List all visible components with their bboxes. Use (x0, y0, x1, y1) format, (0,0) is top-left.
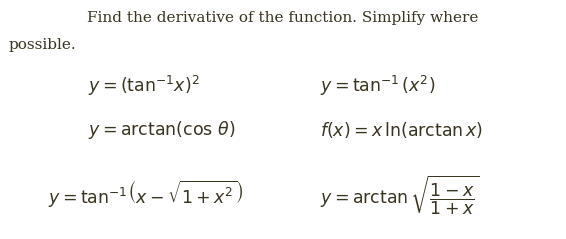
Text: $y = \tan^{-1}\!\left(x - \sqrt{1+x^2}\right)$: $y = \tan^{-1}\!\left(x - \sqrt{1+x^2}\r… (48, 179, 243, 210)
Text: Find the derivative of the function. Simplify where: Find the derivative of the function. Sim… (87, 11, 479, 25)
Text: $y = (\tan^{-1}\!x)^2$: $y = (\tan^{-1}\!x)^2$ (88, 74, 199, 98)
Text: $y = \tan^{-1}(x^2)$: $y = \tan^{-1}(x^2)$ (320, 74, 435, 98)
Text: possible.: possible. (8, 38, 76, 52)
Text: $y = \arctan\sqrt{\dfrac{1-x}{1+x}}$: $y = \arctan\sqrt{\dfrac{1-x}{1+x}}$ (320, 173, 479, 217)
Text: $f(x) = x\,\ln(\arctan x)$: $f(x) = x\,\ln(\arctan x)$ (320, 120, 483, 140)
Text: $y = \arctan(\cos\,\theta)$: $y = \arctan(\cos\,\theta)$ (88, 119, 235, 141)
